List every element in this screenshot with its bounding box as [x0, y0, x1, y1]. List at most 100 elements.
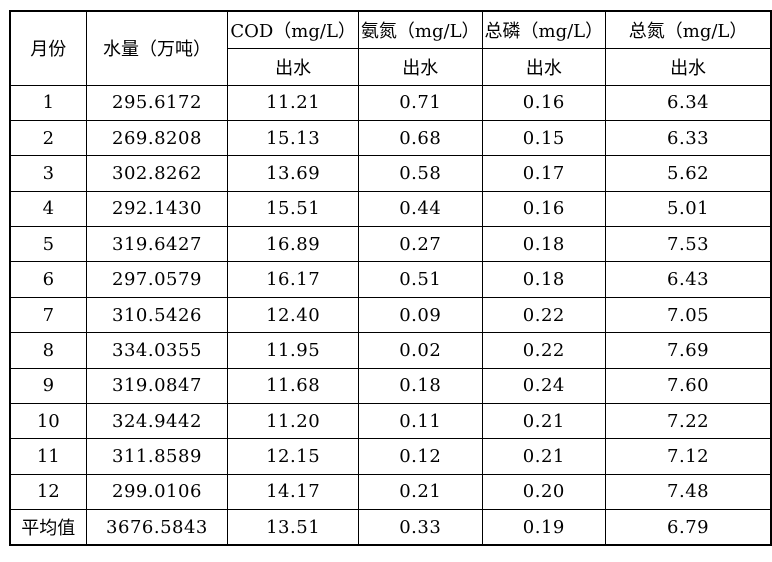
table-cell: 310.5426 [85, 296, 229, 334]
subheader-phosphorus-effluent: 出水 [481, 47, 607, 86]
table-cell: 12 [9, 473, 87, 511]
table-cell: 7.60 [605, 367, 772, 405]
table-row: 1 295.6172 11.21 0.71 0.16 6.34 [9, 84, 772, 121]
table-cell: 5.62 [605, 155, 772, 192]
table-cell: 6 [9, 261, 87, 298]
table-cell: 5.01 [605, 190, 772, 228]
table-cell: 7.48 [605, 473, 772, 511]
subheader-nitrogen-effluent: 出水 [605, 47, 772, 86]
table-cell: 5 [9, 226, 87, 263]
table-cell: 11 [9, 438, 87, 475]
table-cell: 302.8262 [85, 155, 229, 192]
table-cell: 0.51 [357, 261, 483, 298]
table-cell: 0.71 [357, 84, 483, 121]
table-cell: 13.69 [227, 155, 359, 192]
table-cell: 0.16 [481, 190, 607, 228]
table-cell: 7 [9, 296, 87, 334]
table-row: 5 319.6427 16.89 0.27 0.18 7.53 [9, 226, 772, 263]
table-cell: 16.89 [227, 226, 359, 263]
column-header-total-phosphorus: 总磷（mg/L） [481, 10, 607, 49]
column-header-month: 月份 [9, 10, 87, 86]
table-cell: 16.17 [227, 261, 359, 298]
table-cell: 0.15 [481, 119, 607, 157]
table-cell: 0.21 [481, 438, 607, 475]
table-cell: 334.0355 [85, 332, 229, 369]
table-cell: 0.18 [481, 261, 607, 298]
table-cell: 297.0579 [85, 261, 229, 298]
table-cell: 11.95 [227, 332, 359, 369]
table-cell: 6.43 [605, 261, 772, 298]
table-cell: 0.11 [357, 403, 483, 440]
table-cell: 269.8208 [85, 119, 229, 157]
table-cell: 0.18 [481, 226, 607, 263]
table-cell: 0.19 [481, 509, 607, 546]
table-cell: 0.18 [357, 367, 483, 405]
table-cell: 0.16 [481, 84, 607, 121]
table-cell: 0.22 [481, 296, 607, 334]
column-header-water-volume: 水量（万吨） [85, 10, 229, 86]
column-header-cod: COD（mg/L） [227, 10, 359, 49]
table-row: 7 310.5426 12.40 0.09 0.22 7.05 [9, 296, 772, 334]
table-cell: 3676.5843 [85, 509, 229, 546]
table-cell: 11.21 [227, 84, 359, 121]
subheader-ammonia-effluent: 出水 [357, 47, 483, 86]
table-cell: 0.12 [357, 438, 483, 475]
table-cell: 0.44 [357, 190, 483, 228]
subheader-cod-effluent: 出水 [227, 47, 359, 86]
table-cell: 0.68 [357, 119, 483, 157]
table-cell: 7.69 [605, 332, 772, 369]
table-cell: 0.17 [481, 155, 607, 192]
table-row: 9 319.0847 11.68 0.18 0.24 7.60 [9, 367, 772, 405]
table-cell: 0.58 [357, 155, 483, 192]
table-cell: 0.09 [357, 296, 483, 334]
table-cell: 11.68 [227, 367, 359, 405]
table-cell: 9 [9, 367, 87, 405]
table-cell: 3 [9, 155, 87, 192]
table-cell: 0.24 [481, 367, 607, 405]
table-row: 2 269.8208 15.13 0.68 0.15 6.33 [9, 119, 772, 157]
table-cell: 311.8589 [85, 438, 229, 475]
table-cell: 0.27 [357, 226, 483, 263]
table-cell: 1 [9, 84, 87, 121]
table-cell: 14.17 [227, 473, 359, 511]
column-header-ammonia-nitrogen: 氨氮（mg/L） [357, 10, 483, 49]
table-cell: 0.20 [481, 473, 607, 511]
table-cell: 0.21 [357, 473, 483, 511]
table-cell: 8 [9, 332, 87, 369]
table-cell: 12.15 [227, 438, 359, 475]
table-cell: 15.13 [227, 119, 359, 157]
table-row: 12 299.0106 14.17 0.21 0.20 7.48 [9, 473, 772, 511]
table-cell: 0.33 [357, 509, 483, 546]
table-cell: 292.1430 [85, 190, 229, 228]
table-cell: 6.34 [605, 84, 772, 121]
table-row: 4 292.1430 15.51 0.44 0.16 5.01 [9, 190, 772, 228]
table-cell: 299.0106 [85, 473, 229, 511]
table-cell: 7.12 [605, 438, 772, 475]
header-row-1: 月份 水量（万吨） COD（mg/L） 氨氮（mg/L） 总磷（mg/L） 总氮… [9, 10, 772, 86]
table-row: 11 311.8589 12.15 0.12 0.21 7.12 [9, 438, 772, 475]
table-cell: 11.20 [227, 403, 359, 440]
header-row-2: 出水 出水 出水 出水 [10, 47, 772, 86]
table-cell: 12.40 [227, 296, 359, 334]
table-cell: 7.22 [605, 403, 772, 440]
table-cell: 7.53 [605, 226, 772, 263]
table-row: 6 297.0579 16.17 0.51 0.18 6.43 [9, 261, 772, 298]
table-cell: 0.21 [481, 403, 607, 440]
table-body: 1 295.6172 11.21 0.71 0.16 6.34 2 269.8208 15.13… [9, 84, 772, 546]
table-cell: 15.51 [227, 190, 359, 228]
table-cell: 0.22 [481, 332, 607, 369]
table-cell: 319.0847 [85, 367, 229, 405]
table-cell: 7.05 [605, 296, 772, 334]
table-cell: 4 [9, 190, 87, 228]
column-header-total-nitrogen: 总氮（mg/L） [605, 10, 772, 49]
water-quality-table: 月份 水量（万吨） COD（mg/L） 氨氮（mg/L） 总磷（mg/L） 总氮… [9, 10, 772, 547]
table-cell: 13.51 [227, 509, 359, 546]
water-quality-table-container: 月份 水量（万吨） COD（mg/L） 氨氮（mg/L） 总磷（mg/L） 总氮… [9, 10, 772, 547]
table-cell: 324.9442 [85, 403, 229, 440]
table-row: 平均值 3676.5843 13.51 0.33 0.19 6.79 [9, 509, 772, 546]
table-cell: 2 [9, 119, 87, 157]
table-cell: 295.6172 [85, 84, 229, 121]
table-cell: 6.33 [605, 119, 772, 157]
table-row: 10 324.9442 11.20 0.11 0.21 7.22 [9, 403, 772, 440]
table-cell: 6.79 [605, 509, 772, 546]
